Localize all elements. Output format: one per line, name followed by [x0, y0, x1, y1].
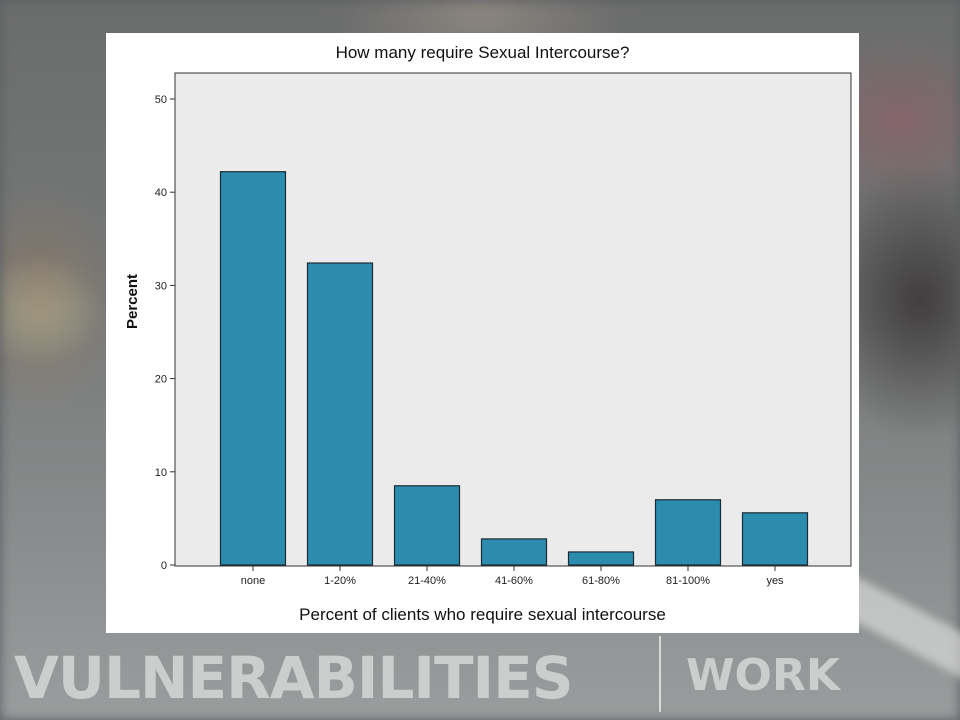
y-tick-label: 20 [155, 374, 167, 386]
x-tick-label: 1-20% [324, 575, 356, 587]
bar-81-100% [654, 499, 722, 566]
chart-x-axis-label: Percent of clients who require sexual in… [299, 605, 666, 624]
x-tick-label: 41-60% [495, 575, 533, 587]
x-tick-label: 61-80% [582, 575, 620, 587]
footer-title: VULNERABILITIES [14, 644, 574, 712]
bar-21-40% [393, 485, 461, 566]
y-tick-label: 10 [155, 467, 167, 479]
footer-banner: VULNERABILITIES WORK [0, 636, 960, 720]
chart-title: How many require Sexual Intercourse? [335, 43, 630, 62]
bar-chart: 0 10 20 30 40 50 Percent none 1-20% 21-40% 41-60% 6… [124, 72, 852, 587]
y-tick-label: 0 [161, 560, 167, 572]
plot-area [174, 72, 852, 567]
x-tick-label: 81-100% [666, 575, 710, 587]
bar-1-20% [306, 262, 374, 566]
y-axis-label: Percent [124, 274, 141, 329]
y-tick-label: 30 [155, 280, 167, 292]
footer-section-label: WORK [686, 650, 840, 701]
x-tick-label: yes [766, 575, 784, 587]
x-tick-label: none [241, 575, 265, 587]
y-tick-label: 50 [155, 94, 167, 106]
x-tick-label: 21-40% [408, 575, 446, 587]
chart-panel: How many require Sexual Intercourse? 0 10… [106, 33, 859, 633]
bar-yes [741, 512, 809, 566]
bar-none [219, 171, 287, 566]
bar-41-60% [480, 538, 548, 566]
y-tick-label: 40 [155, 187, 167, 199]
footer-divider [659, 636, 661, 712]
bar-61-80% [567, 551, 635, 566]
